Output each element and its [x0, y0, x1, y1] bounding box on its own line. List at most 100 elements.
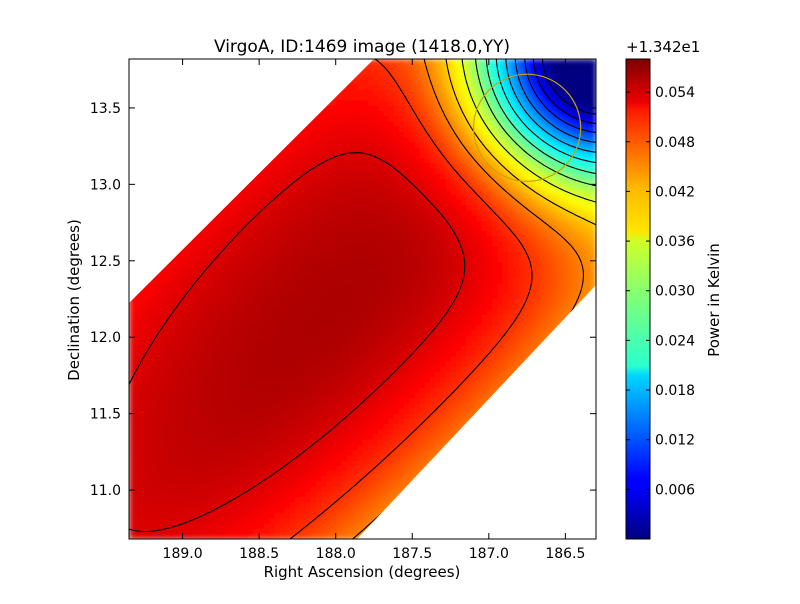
- heatmap-cell: [346, 126, 353, 133]
- heatmap-cell: [383, 262, 390, 269]
- heatmap-cell: [279, 272, 286, 279]
- heatmap-cell: [362, 523, 369, 530]
- heatmap-cell: [196, 262, 203, 269]
- heatmap-cell: [232, 231, 239, 237]
- heatmap-cell: [201, 147, 208, 154]
- heatmap-cell: [409, 194, 415, 201]
- heatmap-cell: [404, 481, 410, 488]
- heatmap-cell: [295, 69, 301, 76]
- heatmap-cell: [258, 523, 265, 530]
- heatmap-cell: [134, 314, 140, 321]
- heatmap-cell: [284, 220, 291, 227]
- heatmap-cell: [409, 173, 415, 180]
- heatmap-cell: [248, 314, 255, 321]
- heatmap-cell: [367, 79, 374, 86]
- heatmap-cell: [367, 69, 374, 76]
- heatmap-cell: [383, 481, 390, 488]
- heatmap-cell: [201, 366, 208, 373]
- heatmap-cell: [300, 147, 307, 154]
- heatmap-cell: [300, 455, 307, 462]
- heatmap-cell: [222, 121, 229, 128]
- heatmap-cell: [175, 100, 182, 107]
- heatmap-cell: [258, 403, 265, 410]
- heatmap-cell: [279, 111, 286, 117]
- heatmap-cell: [165, 481, 172, 488]
- heatmap-cell: [186, 502, 192, 509]
- heatmap-cell: [326, 236, 332, 243]
- heatmap-cell: [310, 335, 317, 342]
- heatmap-cell: [352, 471, 358, 477]
- heatmap-cell: [398, 434, 405, 441]
- heatmap-cell: [263, 173, 270, 180]
- heatmap-cell: [305, 345, 312, 352]
- heatmap-cell: [144, 132, 151, 138]
- heatmap-cell: [253, 325, 260, 331]
- heatmap-cell: [253, 158, 260, 164]
- heatmap-cell: [305, 450, 312, 457]
- heatmap-cell: [144, 486, 151, 493]
- heatmap-cell: [222, 288, 229, 295]
- heatmap-cell: [165, 429, 172, 436]
- heatmap-cell: [362, 147, 369, 154]
- heatmap-cell: [201, 278, 208, 284]
- heatmap-cell: [212, 512, 218, 519]
- heatmap-cell: [336, 304, 343, 311]
- heatmap-cell: [336, 361, 343, 368]
- heatmap-cell: [378, 168, 384, 175]
- heatmap-cell: [404, 304, 410, 311]
- heatmap-cell: [341, 429, 348, 436]
- heatmap-cell: [336, 299, 343, 305]
- heatmap-cell: [232, 69, 239, 76]
- heatmap-cell: [227, 408, 234, 415]
- heatmap-cell: [305, 132, 312, 138]
- heatmap-cell: [336, 382, 343, 389]
- heatmap-cell: [315, 309, 322, 316]
- heatmap-cell: [170, 189, 177, 196]
- heatmap-cell: [191, 184, 198, 191]
- heatmap-cell: [331, 126, 338, 133]
- heatmap-cell: [139, 450, 146, 457]
- heatmap-cell: [237, 137, 244, 144]
- heatmap-cell: [295, 476, 301, 483]
- heatmap-cell: [393, 497, 400, 504]
- heatmap-cell: [357, 116, 364, 123]
- heatmap-cell: [170, 325, 177, 331]
- heatmap-cell: [201, 257, 208, 264]
- heatmap-cell: [409, 69, 415, 76]
- heatmap-cell: [269, 361, 275, 368]
- heatmap-cell: [222, 105, 229, 112]
- heatmap-cell: [398, 278, 405, 284]
- heatmap-cell: [274, 142, 281, 149]
- heatmap-cell: [315, 168, 322, 175]
- heatmap-cell: [341, 392, 348, 399]
- heatmap-cell: [248, 382, 255, 389]
- heatmap-cell: [253, 189, 260, 196]
- heatmap-cell: [367, 372, 374, 378]
- heatmap-cell: [284, 79, 291, 86]
- heatmap-cell: [212, 64, 218, 71]
- heatmap-cell: [227, 528, 234, 535]
- heatmap-cell: [134, 413, 140, 420]
- heatmap-cell: [263, 152, 270, 159]
- heatmap-cell: [388, 95, 395, 102]
- heatmap-cell: [180, 59, 187, 65]
- heatmap-cell: [367, 387, 374, 394]
- heatmap-cell: [336, 137, 343, 144]
- heatmap-cell: [165, 215, 172, 222]
- heatmap-cell: [305, 372, 312, 378]
- heatmap-cell: [196, 158, 203, 164]
- heatmap-cell: [336, 79, 343, 86]
- heatmap-cell: [352, 299, 358, 305]
- heatmap-cell: [154, 79, 161, 86]
- heatmap-cell: [248, 372, 255, 378]
- heatmap-cell: [227, 387, 234, 394]
- heatmap-cell: [227, 299, 234, 305]
- heatmap-cell: [263, 319, 270, 326]
- heatmap-cell: [362, 361, 369, 368]
- heatmap-cell: [144, 340, 151, 347]
- heatmap-cell: [222, 194, 229, 201]
- heatmap-cell: [289, 142, 296, 149]
- heatmap-cell: [300, 74, 307, 81]
- heatmap-cell: [346, 220, 353, 227]
- heatmap-cell: [295, 523, 301, 530]
